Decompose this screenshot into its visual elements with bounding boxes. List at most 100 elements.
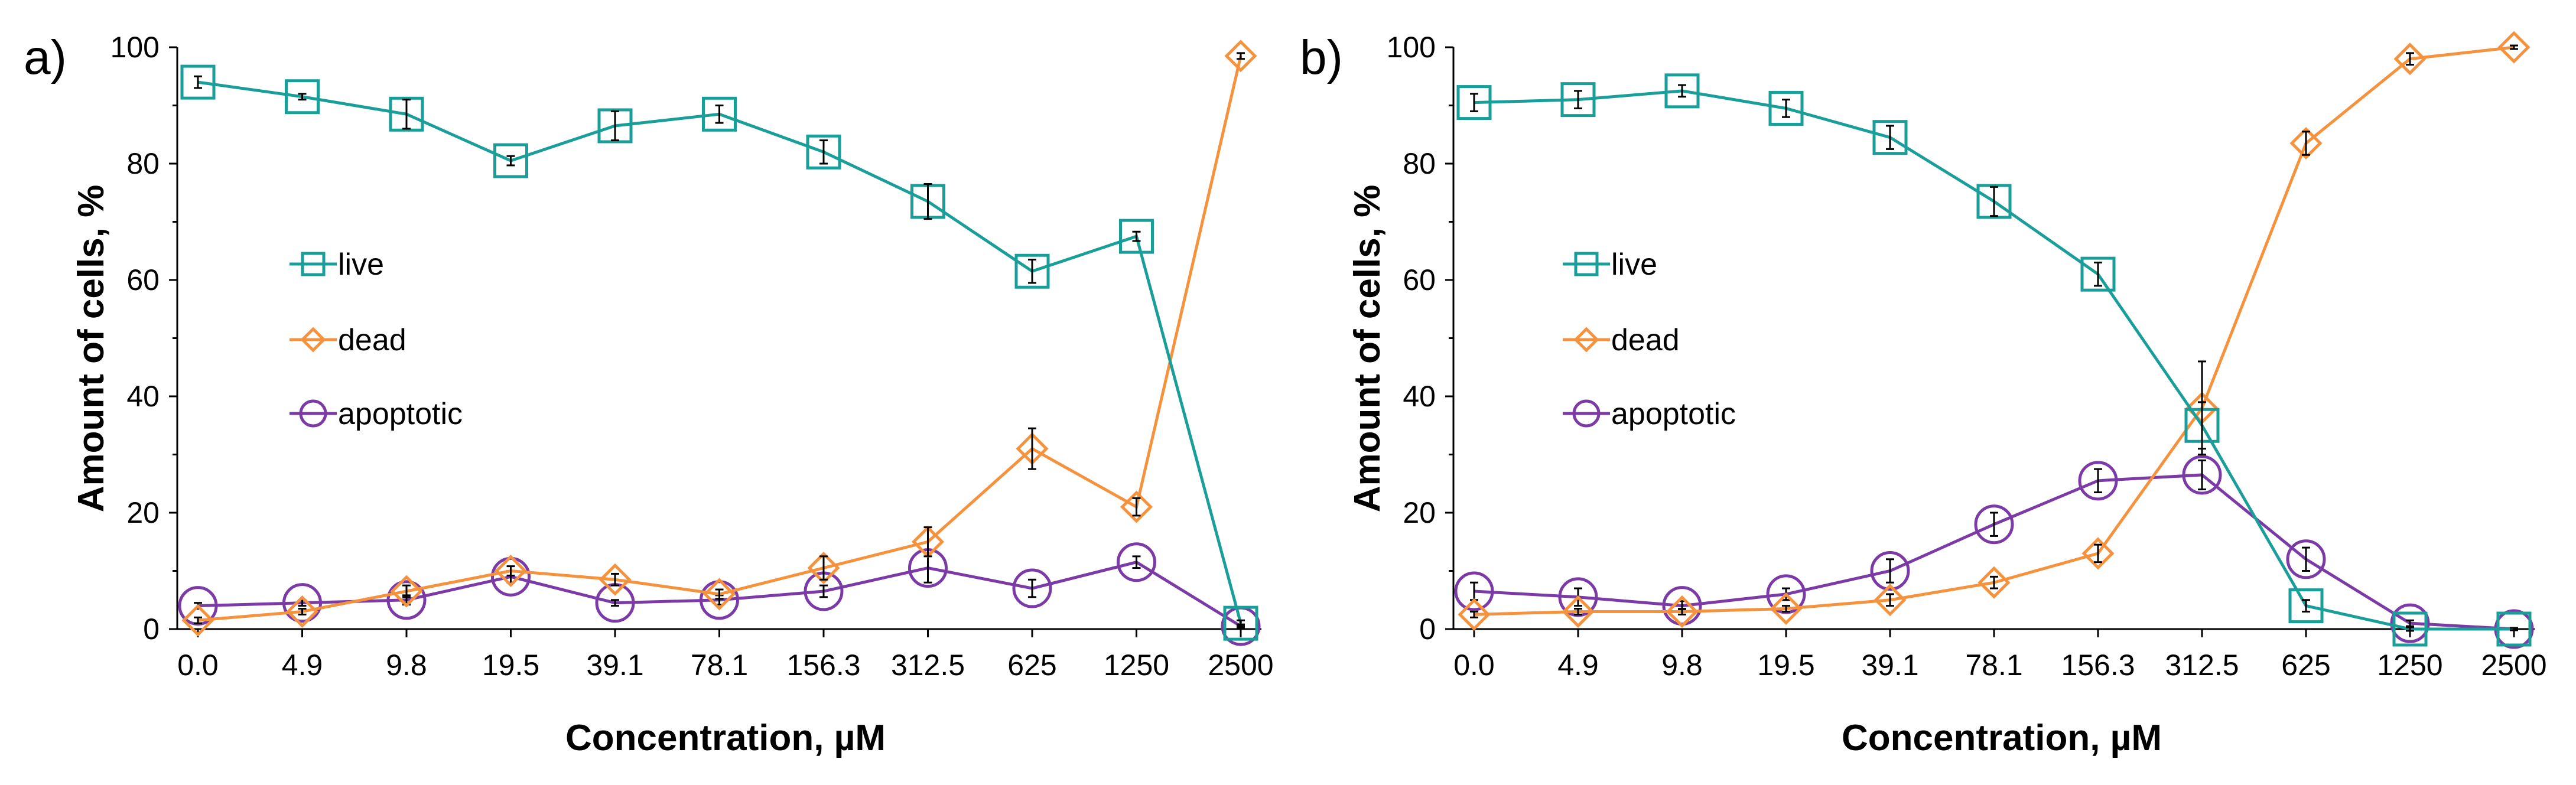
panel-a-dead-point: [390, 575, 423, 608]
panel-b-y-tick-label: 60: [1403, 263, 1436, 297]
panel-b-dead-point: [1458, 598, 1491, 631]
panel-b-series-live: [1456, 73, 2532, 647]
panel-b-x-tick-label: 9.8: [1661, 649, 1703, 682]
panel-a-dead-point: [1120, 490, 1153, 523]
panel-a-x-tick-label: 4.9: [282, 649, 323, 682]
panel-b-y-tick-label: 100: [1387, 31, 1436, 64]
panel-b-dead-point: [1770, 592, 1803, 626]
panel-a-x-axis-title: Concentration, µM: [565, 718, 886, 758]
panel-b-legend-apoptotic: apoptotic: [1563, 397, 1736, 431]
panel-b-y-axis-title: Amount of cells, %: [1347, 185, 1388, 513]
panel-b-live-point: [1872, 120, 1908, 155]
panel-a-y-tick-label: 40: [126, 380, 160, 413]
panel-b-live-point: [2288, 588, 2324, 624]
panel-b-apoptotic-point: [1870, 551, 1910, 591]
panel-a-legend-live-label: live: [338, 247, 384, 282]
panel-a-live-point: [180, 64, 216, 100]
panel-b-x-axis-title: Concentration, µM: [1842, 718, 2162, 758]
panel-b-apoptotic-point: [1454, 571, 1494, 611]
panel-b-x-tick-label: 0.0: [1453, 649, 1495, 682]
panel-a-dead-point: [702, 578, 736, 611]
panel-b-dead-point: [2081, 537, 2115, 570]
panel-a-legend-apoptotic: apoptotic: [290, 397, 463, 431]
panel-a-live-point: [1223, 605, 1258, 641]
panel-b-apoptotic-point: [2182, 455, 2222, 495]
panel-b-live-point: [2392, 611, 2428, 647]
panel-b-y-tick-label: 20: [1403, 496, 1436, 529]
panel-b-x-tick-label: 156.3: [2061, 649, 2135, 682]
panel-b-dead-point: [2497, 31, 2531, 64]
panel-b-x-tick-label: 625: [2281, 649, 2330, 682]
panel-a-legend-dead: dead: [290, 323, 406, 357]
panel-b-x-tick-label: 2500: [2481, 649, 2546, 682]
panel-b-live-point: [1664, 73, 1700, 109]
panel-a-live-point: [597, 108, 633, 144]
panel-b-apoptotic-point: [2078, 461, 2118, 501]
panel-b-live-point: [1768, 90, 1804, 126]
panel-b-x-tick-label: 1250: [2377, 649, 2442, 682]
panel-a-live-point: [493, 143, 528, 178]
panel-b-x-tick-label: 19.5: [1757, 649, 1814, 682]
panel-a-y-tick-label: 80: [126, 147, 160, 180]
panel-a-x-tick-label: 78.1: [691, 649, 748, 682]
panel-b-legend-live-label: live: [1611, 247, 1657, 282]
panel-b-dead-point: [2289, 126, 2323, 160]
panel-b-apoptotic-line: [1474, 473, 2515, 631]
panel-a-x-tick-label: 312.5: [891, 649, 965, 682]
panel-a-label: a): [24, 31, 67, 84]
panel-b-x-tick-label: 312.5: [2165, 649, 2239, 682]
panel-a-x-tick-label: 2500: [1208, 649, 1273, 682]
panel-b-legend-dead: dead: [1563, 323, 1680, 357]
panel-b-x-tick-label: 39.1: [1861, 649, 1918, 682]
panel-a-dead-point: [807, 552, 840, 585]
panel-a-legend-apoptotic-swatch-marker: [299, 399, 327, 428]
panel-b-apoptotic-point: [2390, 603, 2430, 643]
panel-a-legend-apoptotic-label: apoptotic: [338, 397, 463, 431]
panel-a-live-point: [285, 79, 320, 115]
panel-a: a) Amount of cells, % Concentration, µM …: [24, 31, 1274, 758]
panel-a-series-live: [180, 64, 1258, 641]
panel-b-y-tick-label: 40: [1403, 380, 1436, 413]
panel-b-apoptotic-point: [2286, 539, 2326, 579]
panel-b-live-point: [1976, 184, 2012, 219]
panel-a-legend-live: live: [290, 247, 384, 282]
panel-a-x-tick-label: 625: [1007, 649, 1056, 682]
panel-a-dead-point: [494, 554, 528, 588]
panel-a-x-tick-label: 0.0: [177, 649, 219, 682]
panel-a-y-tick-label: 0: [143, 613, 160, 646]
panel-a-dead-point: [285, 595, 319, 628]
panel-a-plot-area: 0 20 40 60 80 100 0.0 4.9 9.8 19.5 39.1 78.1 156.3 31…: [110, 31, 1274, 682]
panel-b-legend-live: live: [1563, 247, 1657, 282]
panel-a-x-tick-label: 1250: [1104, 649, 1169, 682]
panel-b-plot-area: 0 20 40 60 80 100 0.0 4.9 9.8 19.5 39.1 78.1 156.3 31…: [1387, 31, 2547, 682]
panel-a-x-tick-label: 19.5: [482, 649, 539, 682]
panel-a-apoptotic-point: [1012, 568, 1052, 608]
panel-b: b) Amount of cells, % Concentration, µM …: [1300, 31, 2547, 758]
panel-a-y-axis-title: Amount of cells, %: [71, 185, 112, 513]
panel-b-legend-apoptotic-label: apoptotic: [1611, 397, 1736, 431]
panel-a-series-dead: [181, 40, 1257, 637]
panel-a-live-point: [1014, 253, 1050, 289]
panel-a-y-tick-label: 20: [126, 496, 160, 529]
panel-a-legend-dead-label: dead: [338, 323, 406, 357]
panel-b-legend-live-swatch-marker: [1574, 252, 1599, 276]
panel-a-apoptotic-point: [1117, 542, 1156, 582]
panel-a-x-tick-label: 9.8: [386, 649, 427, 682]
panel-b-live-point: [1560, 82, 1596, 118]
panel-b-legend-apoptotic-swatch-marker: [1572, 399, 1601, 428]
panel-b-label: b): [1300, 31, 1343, 84]
panel-a-live-point: [1119, 219, 1154, 254]
panel-a-x-tick-label: 39.1: [586, 649, 643, 682]
panel-b-y-tick-label: 80: [1403, 147, 1436, 180]
panel-b-live-line: [1474, 89, 2514, 631]
panel-b-dead-point: [1666, 595, 1699, 628]
panel-a-dead-point: [1224, 40, 1257, 73]
panel-a-apoptotic-point: [282, 583, 322, 623]
panel-a-live-point: [806, 134, 841, 170]
panel-b-legend-dead-swatch-marker: [1573, 327, 1599, 353]
panel-b-dead-point: [1562, 595, 1595, 628]
panel-a-legend-dead-swatch-marker: [300, 327, 326, 353]
panel-a-live-point: [702, 96, 737, 132]
